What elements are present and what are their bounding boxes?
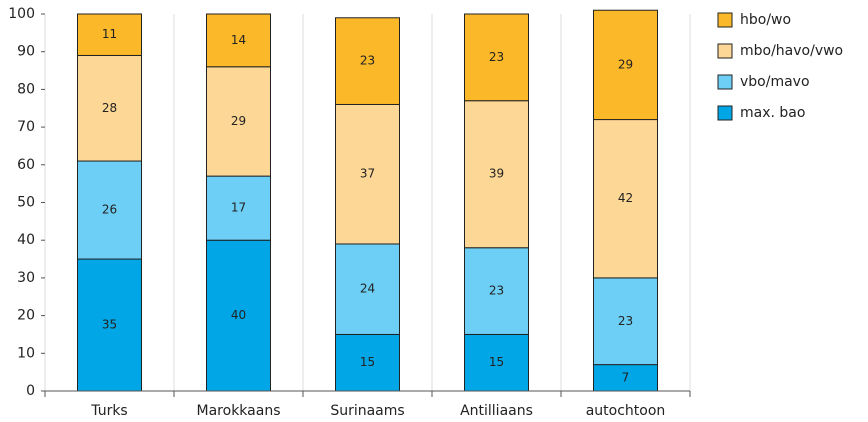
x-tick-label: Marokkaans [197,403,281,419]
y-tick-label: 70 [17,119,35,135]
bar-segment [77,160,142,260]
data-label: 35 [102,318,117,332]
data-label: 15 [360,355,375,369]
legend-label: max. bao [740,105,805,121]
data-label: 23 [489,50,504,64]
legend-swatch [717,74,733,90]
data-label: 23 [618,314,633,328]
data-label: 23 [489,284,504,298]
bar-segment [464,13,529,102]
data-label: 15 [489,355,504,369]
legend-swatch [717,12,733,28]
data-label: 42 [618,191,633,205]
y-tick-label: 0 [26,383,35,399]
legend-label: hbo/wo [740,12,791,28]
bar-segment [593,119,658,279]
data-label: 7 [622,370,630,384]
data-label: 29 [231,114,246,128]
x-tick-label: Turks [90,403,127,419]
y-tick-label: 10 [17,345,35,361]
legend-swatch [717,105,733,121]
y-tick-label: 90 [17,44,35,60]
data-label: 37 [360,167,375,181]
y-tick-label: 40 [17,232,35,248]
y-tick-label: 100 [8,6,35,22]
y-tick-label: 60 [17,157,35,173]
legend-label: vbo/mavo [740,74,810,90]
y-tick-label: 50 [17,195,35,211]
y-tick-label: 80 [17,81,35,97]
bar-segment [335,333,400,392]
data-label: 23 [360,54,375,68]
data-label: 14 [231,33,246,47]
bar-segment [593,277,658,366]
x-tick-label: Surinaams [330,403,404,419]
data-label: 39 [489,167,504,181]
data-label: 11 [102,27,117,41]
bar-segment [206,175,271,241]
data-label: 26 [102,203,117,217]
bar-segment [593,9,658,121]
data-label: 24 [360,282,375,296]
legend-swatch [717,43,733,59]
bar-segment [464,247,529,335]
data-label: 40 [231,308,246,322]
bar-segment [335,243,400,335]
bar-segment [464,333,529,392]
bar-segment [77,13,142,56]
data-label: 17 [231,201,246,215]
bar-segment [77,54,142,162]
bar-segment [335,17,400,105]
bar-segment [206,13,271,68]
x-tick-label: Antilliaans [460,403,533,419]
bar-segment [77,258,142,392]
y-tick-label: 30 [17,270,35,286]
y-tick-label: 20 [17,308,35,324]
x-tick-label: autochtoon [586,403,666,419]
bar-segment [206,239,271,392]
bar-segment [206,66,271,177]
data-label: 28 [102,101,117,115]
data-label: 29 [618,57,633,71]
legend-label: mbo/havo/vwo [740,43,843,59]
